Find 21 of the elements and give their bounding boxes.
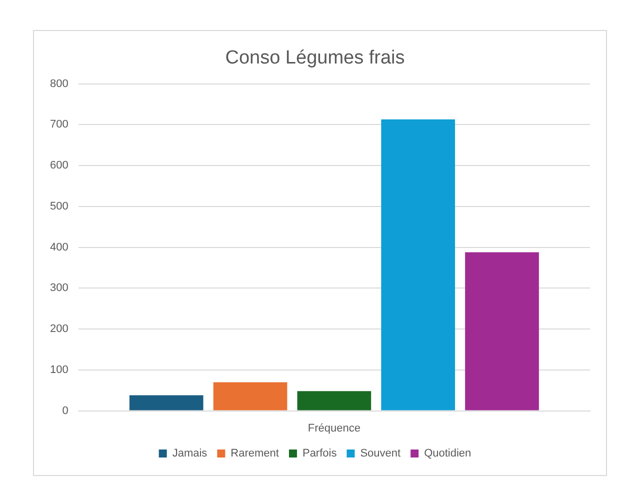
y-tick-label: 600 (50, 160, 68, 172)
bar (381, 119, 456, 410)
bar (129, 395, 204, 410)
legend-label: Quotidien (424, 448, 472, 460)
y-tick-label: 800 (50, 78, 68, 90)
legend-label: Parfois (302, 448, 338, 460)
y-tick-label: 300 (50, 282, 68, 294)
legend-label: Jamais (172, 448, 208, 460)
bar (297, 391, 372, 410)
y-tick-label: 200 (50, 323, 68, 336)
y-tick-label: 100 (50, 364, 68, 376)
bar (213, 382, 288, 410)
legend-label: Souvent (360, 448, 401, 460)
y-tick-label: 500 (50, 200, 68, 212)
y-tick-label: 0 (62, 404, 68, 417)
legend-label: Rarement (230, 448, 279, 460)
x-tick-label: Fréquence (308, 422, 360, 434)
bar (465, 252, 539, 410)
chart-title: Conso Légumes frais (225, 48, 405, 69)
y-tick-label: 400 (50, 241, 68, 254)
y-tick-label: 700 (50, 118, 68, 131)
